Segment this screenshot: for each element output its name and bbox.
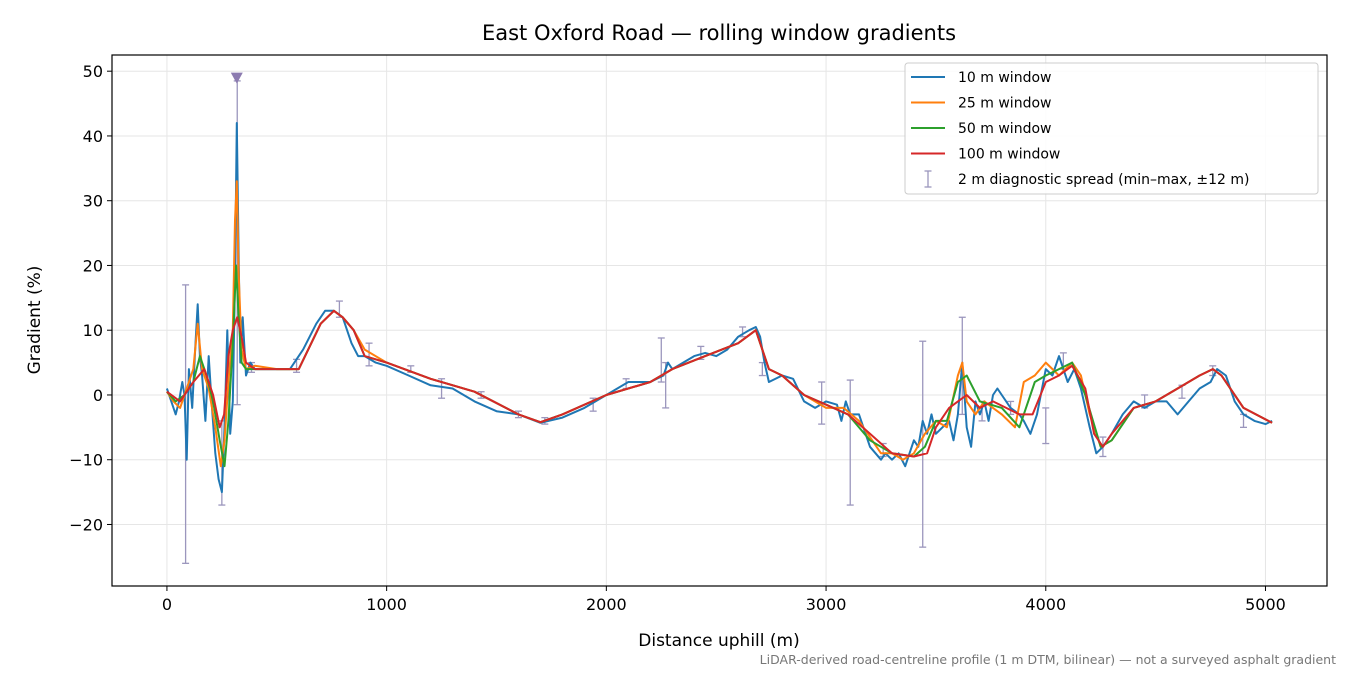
legend-label: 10 m window	[958, 70, 1051, 86]
footnote: LiDAR-derived road-centreline profile (1…	[760, 652, 1336, 667]
axes-frame	[111, 54, 1328, 587]
legend-box	[904, 62, 1319, 195]
legend-label: 2 m diagnostic spread (min–max, ±12 m)	[958, 172, 1249, 188]
chart-title: East Oxford Road — rolling window gradie…	[482, 21, 956, 45]
x-tick-label: 3000	[806, 595, 847, 614]
legend-label: 25 m window	[958, 96, 1051, 112]
y-tick-label: 10	[83, 321, 103, 340]
y-tick-label: 30	[83, 192, 103, 211]
y-tick-label: −10	[69, 451, 103, 470]
series-line-25-m-window	[166, 180, 1273, 468]
y-tick-label: 40	[83, 127, 103, 146]
series-line-100-m-window	[166, 309, 1273, 458]
y-tick-label: 50	[83, 62, 103, 81]
legend: 10 m window 25 m window 50 m window 100 m w…	[904, 62, 1319, 195]
x-tick-label: 1000	[366, 595, 407, 614]
peak-marker	[230, 72, 243, 84]
x-tick-label: 2000	[586, 595, 627, 614]
x-tick-label: 0	[162, 595, 172, 614]
x-axis-label: Distance uphill (m)	[638, 631, 799, 651]
y-ticks: −20 −10 0 10 20 30 40 50	[69, 62, 112, 534]
y-axis-label: Gradient (%)	[25, 266, 45, 375]
legend-label: 100 m window	[958, 147, 1060, 163]
y-tick-label: −20	[69, 515, 103, 534]
series-line-50-m-window	[166, 264, 1273, 468]
x-ticks: 0 1000 2000 3000 4000 5000	[162, 586, 1286, 614]
x-tick-label: 5000	[1245, 595, 1286, 614]
plot-area	[165, 72, 1273, 564]
x-tick-label: 4000	[1025, 595, 1066, 614]
legend-label: 50 m window	[958, 121, 1051, 137]
y-tick-label: 0	[93, 386, 103, 405]
y-tick-label: 20	[83, 256, 103, 275]
